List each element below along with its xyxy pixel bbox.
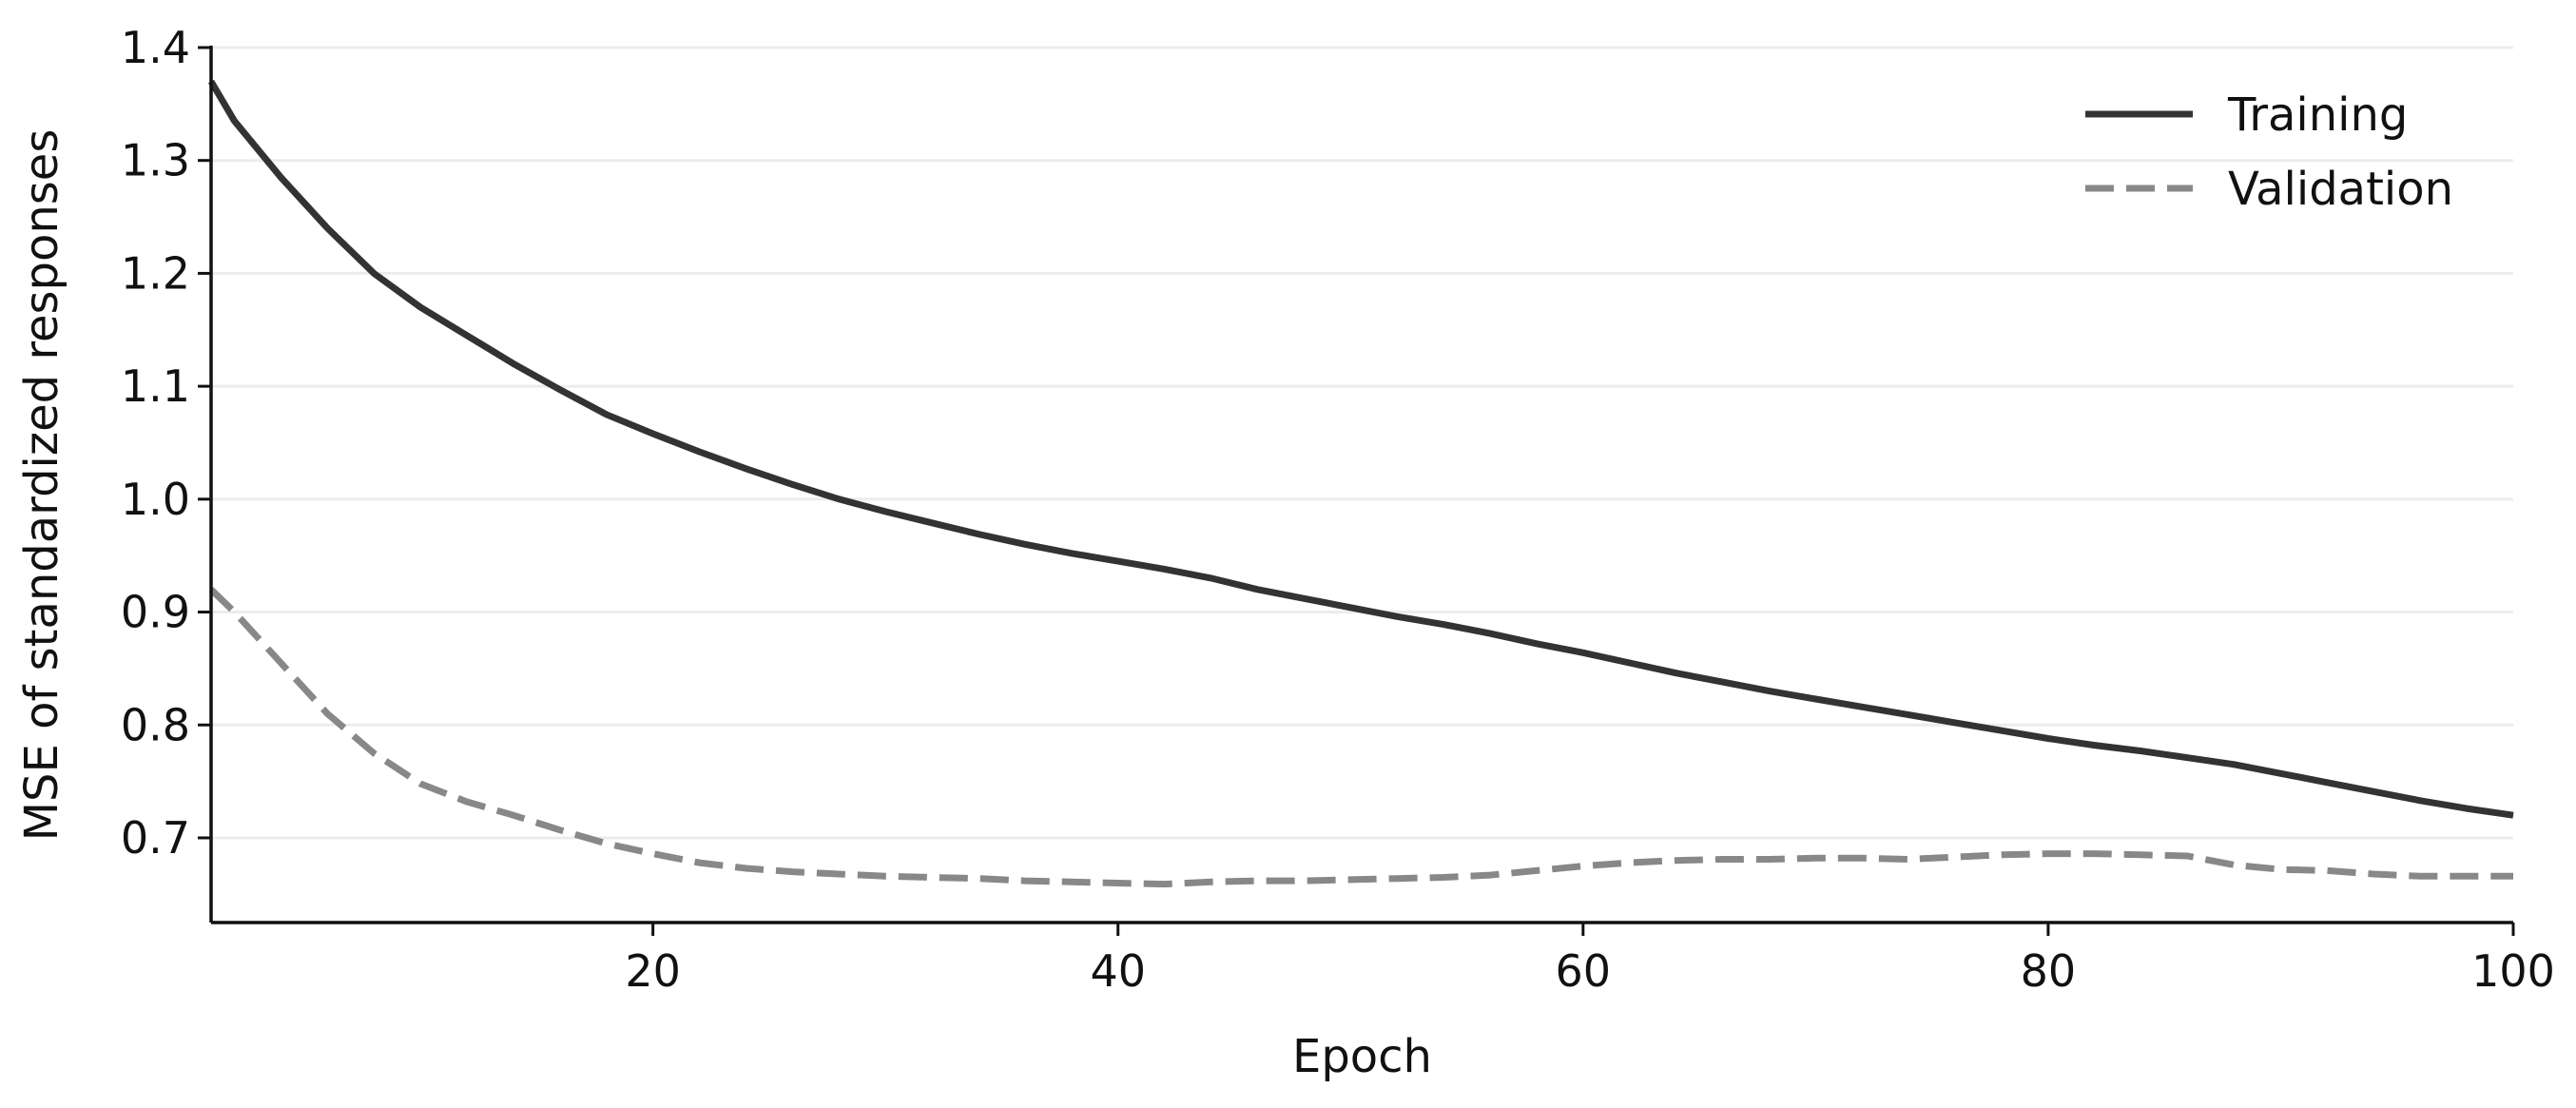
gridlines	[211, 46, 2513, 840]
series-line-training	[207, 79, 2514, 819]
axes	[209, 46, 2513, 924]
legend-label-training: Training	[2227, 88, 2408, 142]
y-tick-label: 1.3	[121, 135, 190, 186]
y-tick-label: 1.4	[121, 22, 190, 73]
y-tick-label: 1.0	[121, 474, 190, 525]
y-tick-label: 0.9	[121, 587, 190, 638]
y-tick-label: 1.2	[121, 247, 190, 299]
legend-label-validation: Validation	[2228, 163, 2453, 216]
y-tick-label: 1.1	[121, 360, 190, 412]
ticks: 0.7 0.8 0.9 1.0 1.1 1.2 1.3 1.4 20 40 60 80 100	[121, 22, 2555, 997]
y-tick-label: 0.7	[121, 812, 190, 864]
y-axis-title: MSE of standardized responses	[15, 129, 68, 842]
x-tick-label: 20	[625, 945, 681, 997]
legend: Training Validation	[2085, 88, 2453, 216]
x-tick-label: 80	[2021, 945, 2077, 997]
series-line-validation	[208, 587, 2513, 888]
x-tick-label: 40	[1090, 945, 1146, 997]
series-lines	[207, 79, 2514, 888]
x-tick-label: 100	[2471, 945, 2555, 997]
x-axis-title: Epoch	[1292, 1030, 1432, 1083]
y-tick-label: 0.8	[121, 699, 190, 750]
x-tick-label: 60	[1556, 945, 1612, 997]
